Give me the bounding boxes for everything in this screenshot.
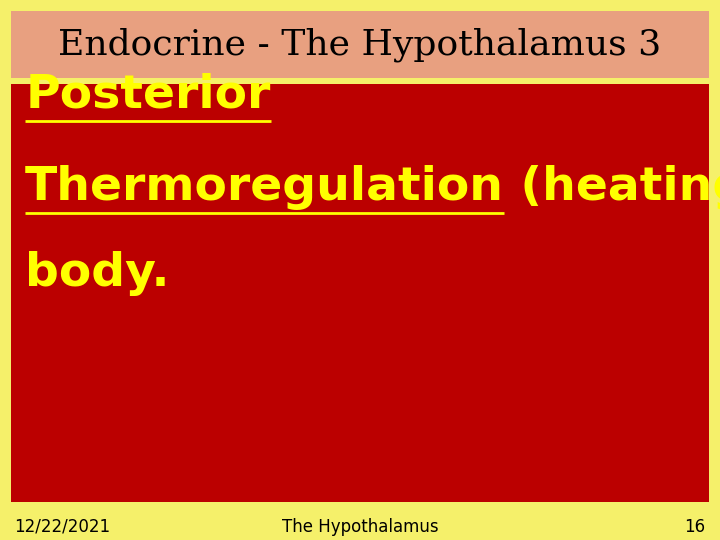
Text: body.: body. — [25, 251, 170, 296]
Text: Posterior: Posterior — [25, 73, 271, 118]
Text: 12/22/2021: 12/22/2021 — [14, 517, 111, 536]
Text: (heating) of the: (heating) of the — [504, 165, 720, 210]
Text: Endocrine - The Hypothalamus 3: Endocrine - The Hypothalamus 3 — [58, 28, 662, 62]
Bar — [11, 11, 709, 78]
Text: Thermoregulation: Thermoregulation — [25, 165, 504, 210]
Text: 16: 16 — [685, 517, 706, 536]
Text: The Hypothalamus: The Hypothalamus — [282, 517, 438, 536]
Bar — [11, 84, 709, 502]
